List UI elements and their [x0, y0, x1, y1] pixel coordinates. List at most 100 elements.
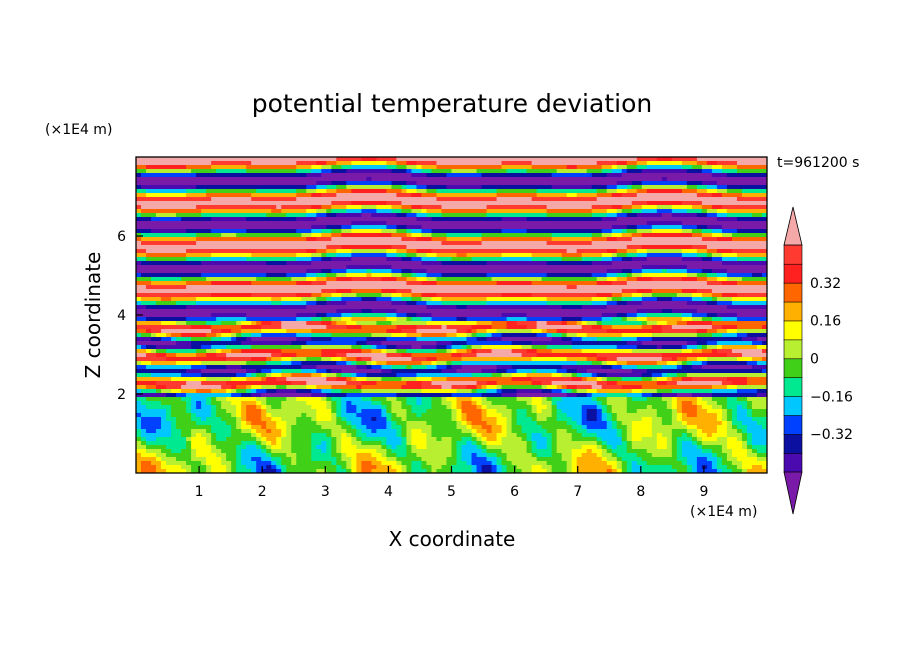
- field-cell: [651, 277, 658, 282]
- field-cell: [716, 189, 723, 194]
- field-cell: [511, 265, 518, 270]
- field-cell: [651, 173, 658, 178]
- field-cell: [381, 249, 387, 254]
- field-cell: [171, 157, 177, 162]
- field-cell: [176, 165, 182, 170]
- field-cell: [756, 257, 763, 262]
- field-cell: [151, 173, 157, 178]
- field-cell: [261, 225, 267, 230]
- field-cell: [456, 253, 463, 258]
- field-cell: [751, 277, 758, 282]
- field-cell: [576, 249, 583, 254]
- field-cell: [591, 213, 598, 218]
- field-cell: [196, 173, 202, 178]
- field-cell: [316, 277, 322, 282]
- field-cell: [191, 237, 197, 242]
- field-cell: [676, 177, 683, 182]
- field-cell: [676, 221, 683, 226]
- field-cell: [341, 193, 347, 198]
- field-cell: [241, 161, 247, 166]
- field-cell: [251, 293, 257, 298]
- field-cell: [171, 201, 177, 206]
- field-cell: [351, 173, 357, 178]
- field-cell: [636, 253, 643, 258]
- field-cell: [376, 185, 382, 190]
- field-cell: [166, 289, 172, 294]
- field-cell: [261, 169, 267, 174]
- field-cell: [591, 173, 598, 178]
- field-cell: [731, 297, 738, 302]
- field-cell: [236, 293, 242, 298]
- field-cell: [501, 201, 508, 206]
- field-cell: [161, 197, 167, 202]
- field-cell: [476, 205, 483, 210]
- field-cell: [236, 285, 242, 290]
- field-cell: [446, 213, 453, 218]
- field-cell: [496, 161, 503, 166]
- field-cell: [731, 189, 738, 194]
- field-cell: [611, 213, 618, 218]
- field-cell: [186, 285, 192, 290]
- field-cell: [336, 209, 342, 214]
- field-cell: [491, 205, 498, 210]
- field-cell: [206, 265, 212, 270]
- field-cell: [406, 221, 413, 226]
- field-cell: [476, 241, 483, 246]
- field-cell: [616, 185, 623, 190]
- field-cell: [406, 161, 413, 166]
- field-cell: [396, 313, 403, 318]
- field-cell: [691, 165, 698, 170]
- field-cell: [261, 253, 267, 258]
- field-cell: [276, 261, 282, 266]
- field-cell: [421, 165, 428, 170]
- field-cell: [761, 185, 767, 190]
- field-cell: [276, 245, 282, 250]
- field-cell: [466, 249, 473, 254]
- field-cell: [421, 225, 428, 230]
- field-cell: [611, 269, 618, 274]
- field-cell: [651, 301, 658, 306]
- field-cell: [346, 161, 352, 166]
- field-cell: [311, 213, 317, 218]
- field-cell: [226, 193, 232, 198]
- field-cell: [201, 309, 207, 314]
- field-cell: [461, 277, 468, 282]
- field-cell: [421, 209, 428, 214]
- field-cell: [251, 209, 257, 214]
- field-cell: [506, 221, 513, 226]
- field-cell: [351, 265, 357, 270]
- field-cell: [166, 237, 172, 242]
- field-cell: [276, 181, 282, 186]
- field-cell: [316, 305, 322, 310]
- field-cell: [426, 185, 433, 190]
- field-cell: [506, 217, 513, 222]
- field-cell: [726, 217, 733, 222]
- field-cell: [371, 173, 377, 178]
- field-cell: [376, 169, 382, 174]
- field-cell: [296, 253, 302, 258]
- field-cell: [401, 165, 408, 170]
- field-cell: [511, 161, 518, 166]
- field-cell: [686, 233, 693, 238]
- field-cell: [506, 201, 513, 206]
- field-cell: [336, 185, 342, 190]
- field-cell: [401, 205, 408, 210]
- field-cell: [686, 245, 693, 250]
- field-cell: [391, 261, 398, 266]
- field-cell: [756, 309, 763, 314]
- field-cell: [386, 297, 393, 302]
- field-cell: [671, 217, 678, 222]
- field-cell: [231, 261, 237, 266]
- field-cell: [641, 201, 648, 206]
- field-cell: [386, 165, 393, 170]
- field-cell: [571, 285, 578, 290]
- field-cell: [361, 205, 367, 210]
- field-cell: [151, 221, 157, 226]
- field-cell: [746, 261, 753, 266]
- field-cell: [746, 249, 753, 254]
- field-cell: [251, 233, 257, 238]
- field-cell: [301, 249, 307, 254]
- field-cell: [356, 237, 362, 242]
- field-cell: [751, 273, 758, 278]
- field-cell: [681, 305, 688, 310]
